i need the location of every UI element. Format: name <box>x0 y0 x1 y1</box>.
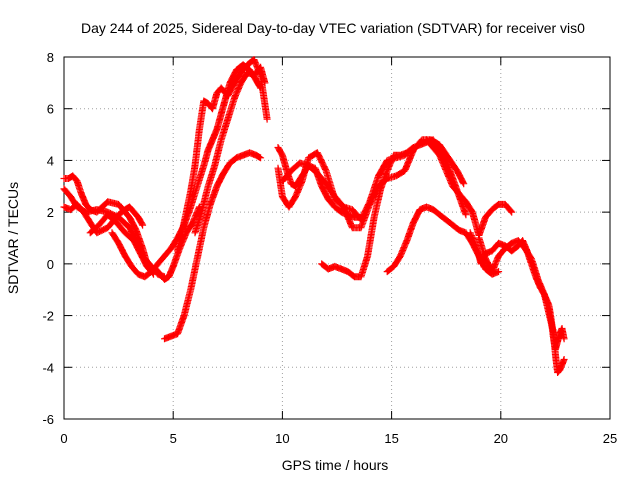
y-tick-label: 0 <box>47 257 54 272</box>
series-arc-p <box>475 234 568 376</box>
plot-border <box>63 56 611 420</box>
y-tick-label: -4 <box>42 360 54 375</box>
series-markers <box>60 200 147 237</box>
y-axis-label: SDTVAR / TECUs <box>5 182 21 294</box>
x-axis-label: GPS time / hours <box>282 457 389 473</box>
x-axis-ticks: 0 5 10 15 20 25 <box>60 57 617 446</box>
y-tick-label: 6 <box>47 102 54 117</box>
series-arc-n <box>423 136 516 239</box>
x-tick-label: 0 <box>60 431 67 446</box>
x-tick-label: 15 <box>384 431 398 446</box>
y-tick-label: -6 <box>42 412 54 427</box>
series-arc-c <box>60 200 147 237</box>
series-markers <box>475 234 568 376</box>
series-markers <box>191 63 269 237</box>
plot-frame <box>63 56 611 420</box>
y-axis-ticks: -6 -4 -2 0 2 4 6 8 <box>42 50 610 427</box>
y-tick-label: -2 <box>42 309 54 324</box>
grid-lines <box>64 57 610 419</box>
series-markers <box>174 56 271 255</box>
y-tick-label: 8 <box>47 50 54 65</box>
y-tick-label: 4 <box>47 153 54 168</box>
x-tick-label: 25 <box>603 431 617 446</box>
x-tick-label: 10 <box>275 431 289 446</box>
series-markers <box>423 136 516 239</box>
data-series <box>60 56 568 376</box>
x-tick-label: 5 <box>170 431 177 446</box>
series-arc-h <box>191 63 269 237</box>
series-arc-e <box>108 61 265 281</box>
series-arc-f <box>161 149 265 343</box>
x-tick-label: 20 <box>494 431 508 446</box>
y-tick-label: 2 <box>47 205 54 220</box>
series-markers <box>108 61 265 281</box>
chart-title: Day 244 of 2025, Sidereal Day-to-day VTE… <box>81 20 585 36</box>
series-arc-g <box>174 56 271 255</box>
series-markers <box>161 149 265 343</box>
